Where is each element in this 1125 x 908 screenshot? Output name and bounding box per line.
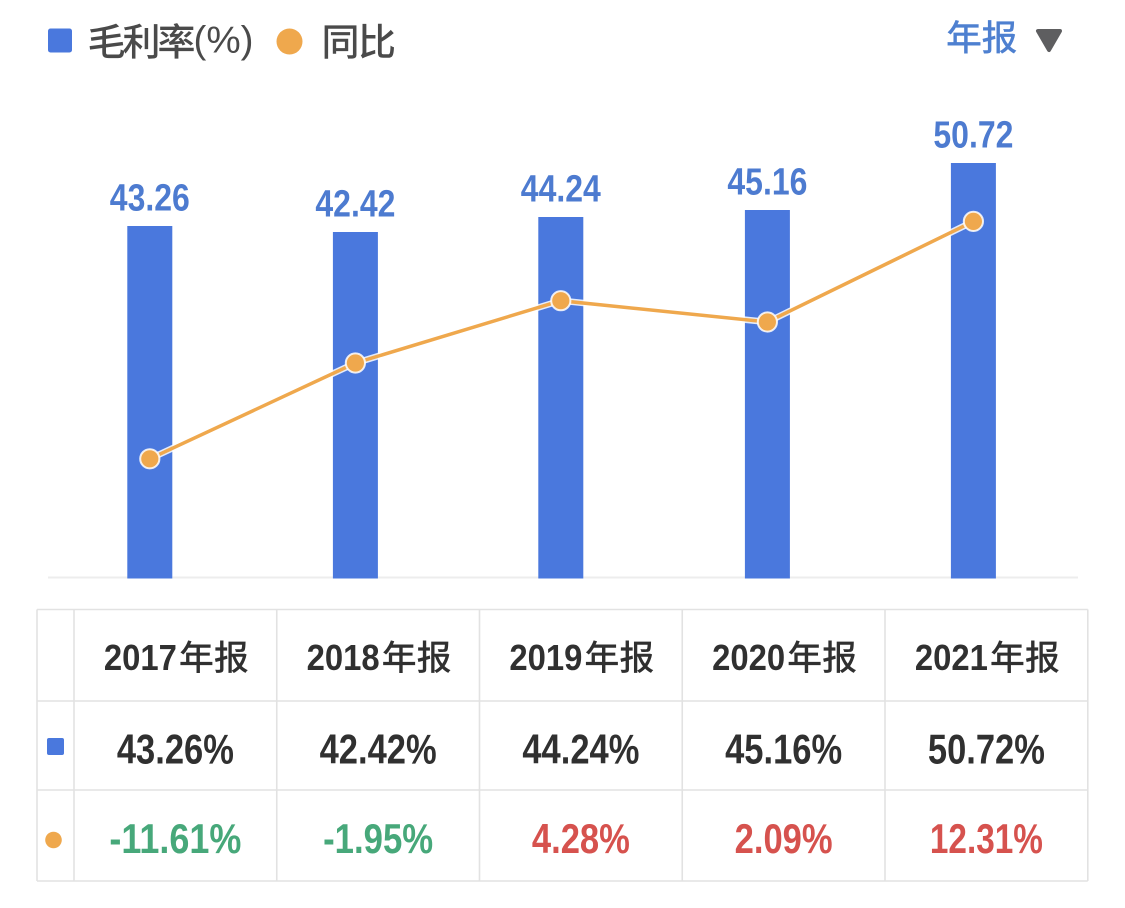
svg-text:43.26: 43.26 xyxy=(110,178,190,220)
svg-text:2018: 2018 xyxy=(307,637,380,678)
svg-text:2.09%: 2.09% xyxy=(735,815,833,862)
svg-text:50.72%: 50.72% xyxy=(928,726,1045,773)
svg-text:(%): (%) xyxy=(194,20,254,62)
svg-text:2020: 2020 xyxy=(712,637,785,678)
svg-text:42.42: 42.42 xyxy=(315,184,395,226)
svg-text:-1.95%: -1.95% xyxy=(323,815,433,862)
svg-text:12.31%: 12.31% xyxy=(930,815,1043,862)
svg-text:50.72: 50.72 xyxy=(933,115,1013,157)
svg-text:43.26%: 43.26% xyxy=(117,726,234,773)
svg-text:2021: 2021 xyxy=(915,637,988,678)
svg-text:2017: 2017 xyxy=(104,637,177,678)
svg-text:44.24%: 44.24% xyxy=(522,726,639,773)
svg-text:45.16: 45.16 xyxy=(727,162,807,204)
svg-text:2019: 2019 xyxy=(509,637,582,678)
svg-text:44.24: 44.24 xyxy=(521,169,601,211)
svg-text:42.42%: 42.42% xyxy=(320,726,437,773)
svg-text:45.16%: 45.16% xyxy=(725,726,842,773)
svg-text:4.28%: 4.28% xyxy=(532,815,630,862)
svg-text:-11.61%: -11.61% xyxy=(109,815,241,862)
